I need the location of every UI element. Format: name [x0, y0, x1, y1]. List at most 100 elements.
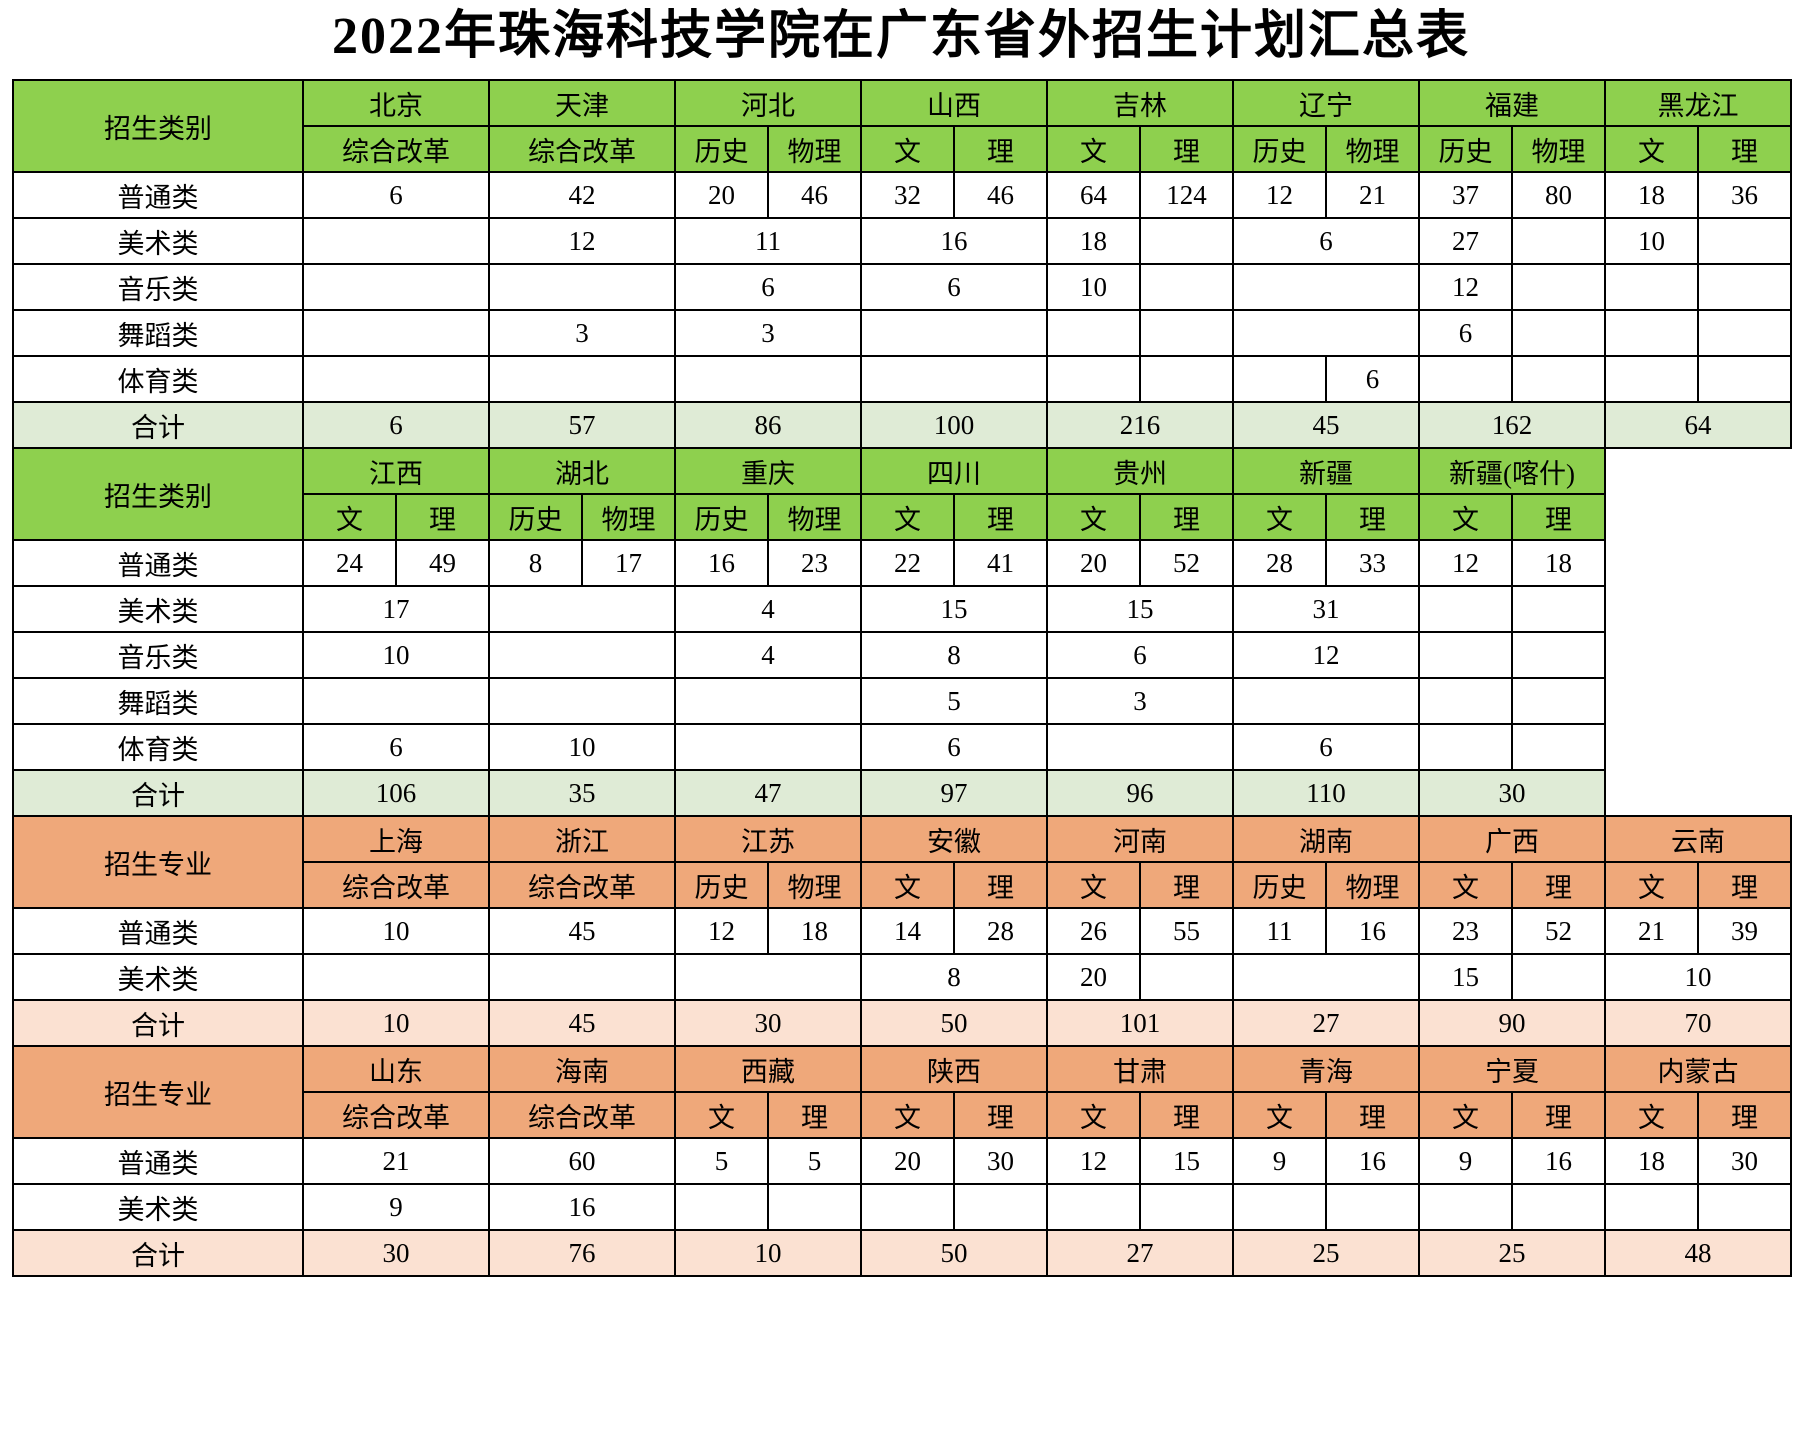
value-cell: 23: [1418, 907, 1513, 956]
subject-header: 文: [860, 493, 955, 542]
province-header: 天津: [488, 79, 676, 128]
value-cell: 15: [860, 585, 1048, 634]
category-label: 美术类: [12, 1183, 304, 1232]
subject-header: 文: [302, 493, 397, 542]
province-header: 黑龙江: [1604, 79, 1792, 128]
value-cell: 3: [488, 309, 676, 358]
value-cell: 20: [860, 1137, 955, 1186]
value-cell: 4: [674, 585, 862, 634]
table-row: 音乐类 6 6 10 12: [12, 263, 1792, 312]
category-label: 美术类: [12, 217, 304, 266]
table-row: 普通类 10 45 12 18 14 28 26 55 11 16 23 52 21 39: [12, 907, 1792, 956]
total-value: 48: [1604, 1229, 1792, 1278]
total-row: 合计 106 35 47 97 96 110 30: [12, 769, 1791, 818]
category-label: 普通类: [12, 539, 304, 588]
empty-cell: [1697, 355, 1792, 404]
province-header: 河南: [1046, 815, 1234, 864]
subject-header: 理: [1139, 861, 1234, 910]
subject-header: 文: [1604, 861, 1699, 910]
total-value: 101: [1046, 999, 1234, 1048]
value-cell: 6: [302, 723, 490, 772]
empty-cell: [860, 309, 1048, 358]
value-cell: 23: [767, 539, 862, 588]
total-value: 70: [1604, 999, 1792, 1048]
value-cell: 16: [1325, 1137, 1420, 1186]
subject-header: 文: [1232, 493, 1327, 542]
value-cell: 6: [1232, 723, 1420, 772]
empty-cell: [1697, 1183, 1792, 1232]
page-title: 2022年珠海科技学院在广东省外招生计划汇总表: [331, 8, 1470, 65]
empty-cell: [302, 677, 490, 726]
value-cell: 6: [674, 263, 862, 312]
value-cell: 10: [1604, 217, 1699, 266]
value-cell: 45: [488, 907, 676, 956]
province-header: 山西: [860, 79, 1048, 128]
empty-cell: [1046, 1183, 1141, 1232]
table-row: 美术类 8 20 15 10: [12, 953, 1792, 1002]
empty-cell: [488, 585, 676, 634]
empty-cell: [1232, 263, 1420, 312]
empty-cell: [1232, 355, 1327, 404]
total-value: 25: [1418, 1229, 1606, 1278]
province-header: 宁夏: [1418, 1045, 1606, 1094]
empty-cell: [1232, 953, 1420, 1002]
value-cell: 3: [674, 309, 862, 358]
value-cell: 26: [1046, 907, 1141, 956]
total-value: 110: [1232, 769, 1420, 818]
value-cell: 55: [1139, 907, 1234, 956]
subject-header: 理: [953, 125, 1048, 174]
header-row-provinces: 招生类别 北京 天津 河北 山西 吉林 辽宁 福建 黑龙江: [12, 79, 1792, 174]
empty-cell: [1697, 217, 1792, 266]
value-cell: 18: [1511, 539, 1606, 588]
subject-header: 文: [860, 125, 955, 174]
total-value: 50: [860, 999, 1048, 1048]
empty-cell: [860, 1183, 955, 1232]
empty-cell: [302, 217, 490, 266]
value-cell: 9: [1418, 1137, 1513, 1186]
subject-header: 文: [1046, 493, 1141, 542]
total-value: 25: [1232, 1229, 1420, 1278]
empty-cell: [1511, 677, 1606, 726]
value-cell: 15: [1139, 1137, 1234, 1186]
value-cell: 5: [674, 1137, 769, 1186]
empty-cell: [1604, 355, 1699, 404]
value-cell: 30: [1697, 1137, 1792, 1186]
value-cell: 8: [860, 631, 1048, 680]
empty-cell: [1046, 723, 1234, 772]
total-value: 76: [488, 1229, 676, 1278]
row-label-header: 招生类别: [12, 79, 304, 174]
category-label: 普通类: [12, 907, 304, 956]
province-header: 辽宁: [1232, 79, 1420, 128]
value-cell: 24: [302, 539, 397, 588]
province-header: 江苏: [674, 815, 862, 864]
province-header: 广西: [1418, 815, 1606, 864]
province-header: 新疆: [1232, 447, 1420, 496]
table-row: 普通类 24 49 8 17 16 23 22 41 20 52 28 33 12 18: [12, 539, 1791, 588]
total-row: 合计 6 57 86 100 216 45 162 64: [12, 401, 1792, 450]
subject-header: 物理: [1325, 861, 1420, 910]
empty-cell: [1697, 263, 1792, 312]
empty-cell: [1511, 631, 1606, 680]
category-label: 体育类: [12, 723, 304, 772]
value-cell: 6: [302, 171, 490, 220]
value-cell: 11: [674, 217, 862, 266]
value-cell: 10: [1046, 263, 1141, 312]
value-cell: 10: [302, 631, 490, 680]
value-cell: 39: [1697, 907, 1792, 956]
value-cell: 8: [860, 953, 1048, 1002]
value-cell: 16: [1511, 1137, 1606, 1186]
value-cell: 18: [1604, 171, 1699, 220]
subject-header: 文: [1604, 125, 1699, 174]
empty-cell: [1046, 355, 1141, 404]
value-cell: 41: [953, 539, 1048, 588]
subject-header: 理: [767, 1091, 862, 1140]
subject-header: 物理: [581, 493, 676, 542]
subject-header: 综合改革: [302, 125, 490, 174]
empty-cell: [1139, 1183, 1234, 1232]
province-header: 内蒙古: [1604, 1045, 1792, 1094]
subject-header: 综合改革: [302, 1091, 490, 1140]
value-cell: 21: [1325, 171, 1420, 220]
value-cell: 31: [1232, 585, 1420, 634]
value-cell: 17: [581, 539, 676, 588]
subject-header: 文: [1046, 125, 1141, 174]
